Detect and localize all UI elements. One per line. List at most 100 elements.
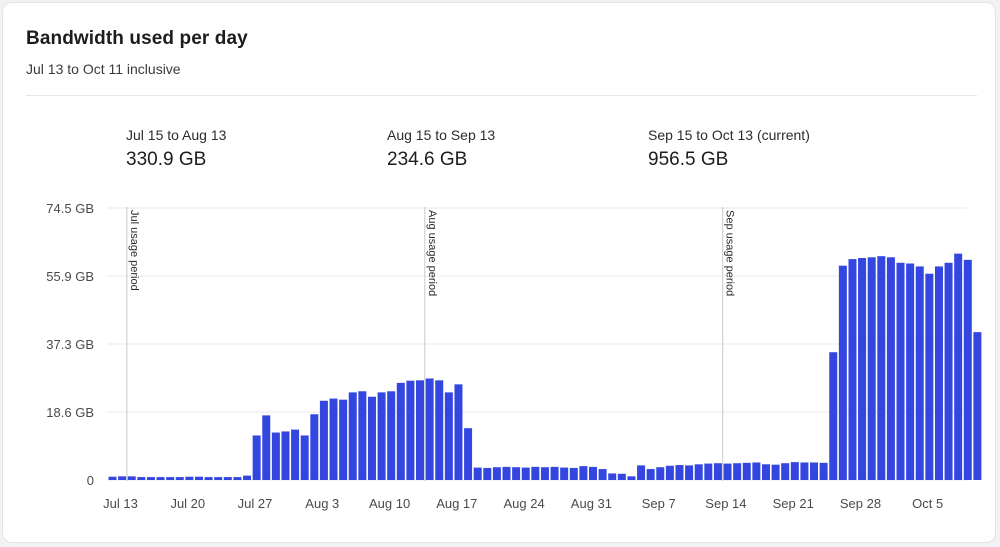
bar-aug-13[interactable] — [406, 380, 415, 480]
period-stat-jul: Jul 15 to Aug 13 330.9 GB — [126, 127, 226, 171]
bar-aug-5[interactable] — [329, 398, 338, 480]
bar-aug-25[interactable] — [521, 467, 530, 480]
bar-sep-5[interactable] — [627, 476, 636, 480]
bar-oct-2[interactable] — [886, 257, 895, 480]
bar-oct-3[interactable] — [896, 262, 905, 480]
bar-aug-1[interactable] — [291, 429, 300, 480]
bar-sep-12[interactable] — [694, 464, 703, 480]
bar-oct-5[interactable] — [915, 266, 924, 480]
bar-aug-12[interactable] — [396, 382, 405, 480]
bar-oct-1[interactable] — [877, 256, 886, 480]
bar-sep-27[interactable] — [838, 265, 847, 480]
x-tick-label: Aug 31 — [571, 496, 612, 511]
bar-sep-26[interactable] — [829, 352, 838, 480]
bar-jul-25[interactable] — [223, 477, 232, 480]
bar-aug-17[interactable] — [444, 392, 453, 480]
bar-jul-29[interactable] — [262, 415, 271, 480]
period-value: 330.9 GB — [126, 149, 207, 170]
bar-aug-21[interactable] — [483, 467, 492, 480]
bar-sep-23[interactable] — [800, 462, 809, 480]
bar-aug-28[interactable] — [550, 466, 559, 480]
bar-jul-27[interactable] — [243, 475, 252, 480]
bar-sep-18[interactable] — [752, 462, 761, 480]
bar-sep-6[interactable] — [637, 465, 646, 480]
bar-jul-20[interactable] — [175, 477, 184, 480]
bar-oct-6[interactable] — [925, 273, 934, 480]
bar-aug-29[interactable] — [560, 467, 569, 480]
bar-aug-26[interactable] — [531, 466, 540, 480]
bar-aug-9[interactable] — [367, 396, 376, 480]
bar-aug-18[interactable] — [454, 384, 463, 480]
period-label: Jul 15 to Aug 13 — [126, 127, 227, 143]
x-tick-label: Aug 24 — [503, 496, 544, 511]
bar-jul-17[interactable] — [146, 477, 155, 480]
usage-period-label: Sep usage period — [724, 210, 736, 296]
bar-oct-11[interactable] — [973, 332, 982, 480]
bar-sep-28[interactable] — [848, 259, 857, 480]
bar-jul-24[interactable] — [214, 477, 223, 480]
bar-sep-8[interactable] — [656, 467, 665, 480]
bar-sep-17[interactable] — [742, 462, 751, 480]
bar-aug-8[interactable] — [358, 391, 367, 480]
bar-sep-7[interactable] — [646, 469, 655, 480]
bar-aug-30[interactable] — [569, 467, 578, 480]
bar-oct-7[interactable] — [934, 266, 943, 480]
bar-aug-7[interactable] — [348, 392, 357, 480]
bar-jul-14[interactable] — [118, 476, 127, 480]
bar-jul-26[interactable] — [233, 477, 242, 480]
bar-sep-22[interactable] — [790, 462, 799, 480]
x-tick-label: Aug 17 — [436, 496, 477, 511]
bar-sep-21[interactable] — [781, 463, 790, 480]
bar-jul-23[interactable] — [204, 477, 213, 480]
bar-aug-31[interactable] — [579, 466, 588, 480]
bar-aug-27[interactable] — [540, 467, 549, 480]
bar-jul-18[interactable] — [156, 477, 165, 480]
bar-aug-24[interactable] — [512, 467, 521, 480]
bar-aug-10[interactable] — [377, 392, 386, 480]
bar-sep-4[interactable] — [617, 473, 626, 480]
bar-aug-11[interactable] — [387, 391, 396, 480]
bar-sep-25[interactable] — [819, 462, 828, 480]
bar-aug-16[interactable] — [435, 380, 444, 480]
bar-jul-21[interactable] — [185, 476, 194, 480]
bar-aug-14[interactable] — [416, 380, 425, 480]
x-tick-label: Aug 3 — [305, 496, 339, 511]
bar-sep-30[interactable] — [867, 257, 876, 480]
bar-aug-2[interactable] — [300, 435, 309, 480]
bar-sep-11[interactable] — [685, 465, 694, 480]
bar-oct-4[interactable] — [906, 263, 915, 481]
bar-sep-24[interactable] — [810, 462, 819, 480]
bar-sep-1[interactable] — [589, 466, 597, 480]
period-stat-aug: Aug 15 to Sep 13 234.6 GB — [387, 127, 495, 171]
bar-aug-3[interactable] — [310, 414, 319, 480]
bar-sep-10[interactable] — [675, 465, 684, 480]
bar-sep-20[interactable] — [771, 464, 780, 480]
bar-sep-9[interactable] — [665, 465, 674, 480]
bar-sep-2[interactable] — [598, 469, 607, 480]
bar-jul-30[interactable] — [271, 432, 280, 480]
bar-aug-22[interactable] — [492, 467, 501, 480]
bar-jul-16[interactable] — [137, 477, 146, 480]
bar-oct-9[interactable] — [954, 253, 963, 480]
bar-jul-22[interactable] — [194, 476, 203, 480]
bar-sep-14[interactable] — [713, 463, 722, 480]
bar-jul-19[interactable] — [166, 477, 175, 480]
bar-oct-8[interactable] — [944, 262, 953, 480]
bar-aug-20[interactable] — [473, 467, 482, 480]
bar-jul-31[interactable] — [281, 431, 290, 480]
bar-aug-4[interactable] — [319, 400, 328, 480]
bar-sep-19[interactable] — [761, 464, 770, 480]
bar-sep-29[interactable] — [858, 258, 867, 480]
bar-sep-16[interactable] — [733, 463, 742, 480]
bar-aug-23[interactable] — [502, 466, 511, 480]
bar-aug-15[interactable] — [425, 378, 434, 481]
bar-aug-19[interactable] — [464, 428, 473, 480]
bar-sep-3[interactable] — [608, 473, 617, 480]
bar-aug-6[interactable] — [339, 399, 348, 480]
bar-oct-10[interactable] — [963, 259, 972, 480]
bar-sep-15[interactable] — [723, 463, 732, 480]
bar-jul-13[interactable] — [108, 476, 117, 480]
bar-sep-13[interactable] — [704, 463, 713, 480]
bar-jul-15[interactable] — [127, 476, 136, 480]
bar-jul-28[interactable] — [252, 435, 261, 480]
